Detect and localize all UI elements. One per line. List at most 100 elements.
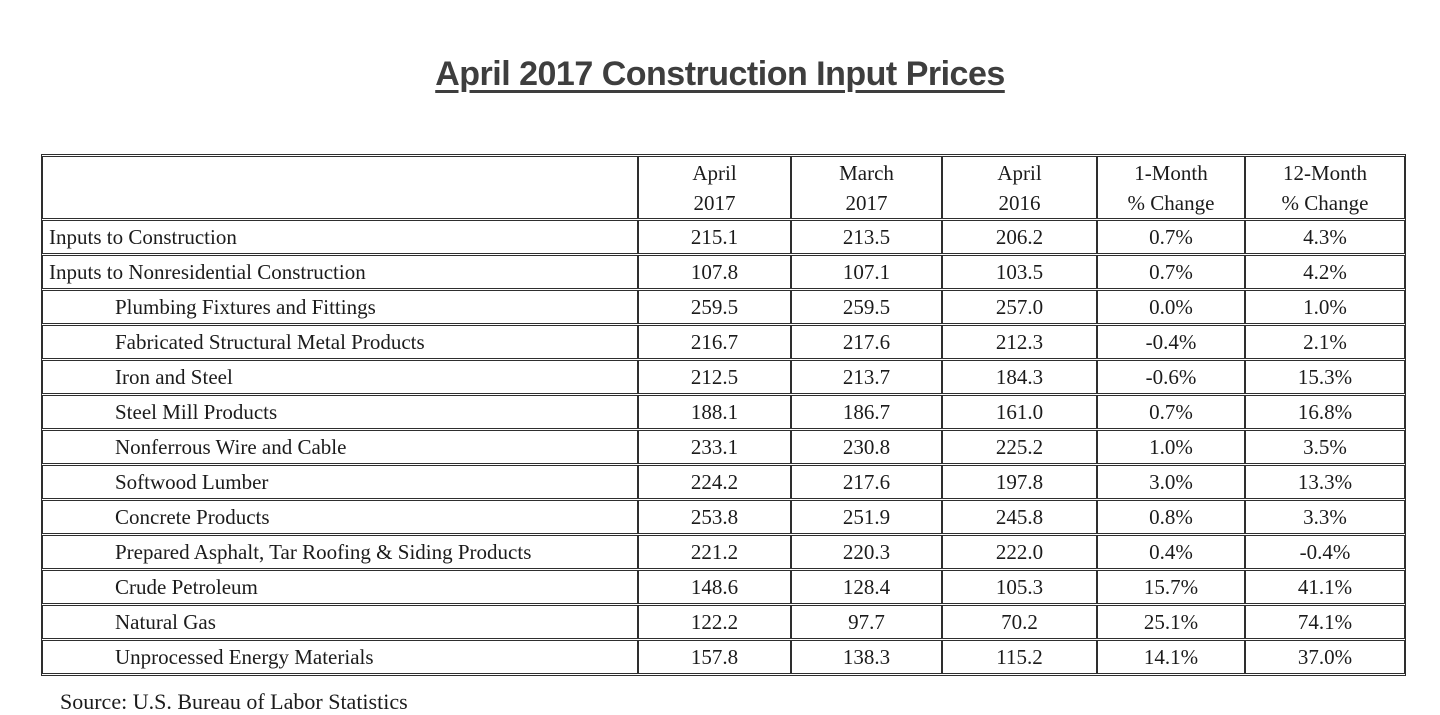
value-cell: 222.0 (942, 535, 1097, 569)
header-line: 2017 (693, 190, 736, 215)
value-cell: 3.0% (1097, 465, 1245, 499)
table-row: Steel Mill Products 188.1 186.7 161.0 0.7% 16… (42, 395, 1405, 429)
table-row: Plumbing Fixtures and Fittings 259.5 259.5… (42, 290, 1405, 324)
row-label: Prepared Asphalt, Tar Roofing & Siding P… (42, 535, 638, 569)
row-label: Steel Mill Products (42, 395, 638, 429)
row-label: Nonferrous Wire and Cable (42, 430, 638, 464)
value-cell: 206.2 (942, 220, 1097, 254)
value-cell: 25.1% (1097, 605, 1245, 639)
value-cell: 15.7% (1097, 570, 1245, 604)
column-header-march-2017: March 2017 (791, 156, 942, 219)
header-row: April 2017 March 2017 April 2016 1-Month… (42, 156, 1405, 219)
value-cell: 2.1% (1245, 325, 1405, 359)
row-label: Plumbing Fixtures and Fittings (42, 290, 638, 324)
table-row: Unprocessed Energy Materials 157.8 138.3 11… (42, 640, 1405, 674)
value-cell: 13.3% (1245, 465, 1405, 499)
row-label: Fabricated Structural Metal Products (42, 325, 638, 359)
row-label: Inputs to Construction (42, 220, 638, 254)
table-row: Inputs to Construction 215.1 213.5 206.2 0.7… (42, 220, 1405, 254)
column-header-april-2017: April 2017 (638, 156, 791, 219)
value-cell: 212.3 (942, 325, 1097, 359)
column-header-blank (42, 156, 638, 219)
page-title: April 2017 Construction Input Prices (435, 55, 1005, 93)
row-label: Inputs to Nonresidential Construction (42, 255, 638, 289)
value-cell: 3.3% (1245, 500, 1405, 534)
table-row: Concrete Products 253.8 251.9 245.8 0.8% 3.3% (42, 500, 1405, 534)
header-line: April (997, 160, 1042, 185)
table-row: Natural Gas 122.2 97.7 70.2 25.1% 74.1% (42, 605, 1405, 639)
value-cell: -0.4% (1097, 325, 1245, 359)
value-cell: 0.7% (1097, 220, 1245, 254)
value-cell: 41.1% (1245, 570, 1405, 604)
value-cell: 14.1% (1097, 640, 1245, 674)
column-header-12-month-change: 12-Month % Change (1245, 156, 1405, 219)
value-cell: 161.0 (942, 395, 1097, 429)
value-cell: 220.3 (791, 535, 942, 569)
value-cell: 0.0% (1097, 290, 1245, 324)
value-cell: 122.2 (638, 605, 791, 639)
table-row: Fabricated Structural Metal Products 216.… (42, 325, 1405, 359)
value-cell: -0.4% (1245, 535, 1405, 569)
value-cell: 103.5 (942, 255, 1097, 289)
header-line: 1-Month (1134, 160, 1208, 185)
value-cell: 253.8 (638, 500, 791, 534)
value-cell: 4.3% (1245, 220, 1405, 254)
value-cell: 230.8 (791, 430, 942, 464)
value-cell: 225.2 (942, 430, 1097, 464)
value-cell: 1.0% (1245, 290, 1405, 324)
construction-input-prices-table: April 2017 March 2017 April 2016 1-Month… (41, 154, 1406, 676)
value-cell: 212.5 (638, 360, 791, 394)
source-note: Source: U.S. Bureau of Labor Statistics (60, 689, 408, 714)
value-cell: 138.3 (791, 640, 942, 674)
header-line: 2017 (845, 190, 888, 215)
row-label: Natural Gas (42, 605, 638, 639)
table-row: Crude Petroleum 148.6 128.4 105.3 15.7% 41.1% (42, 570, 1405, 604)
value-cell: 215.1 (638, 220, 791, 254)
header-line: 2016 (998, 190, 1041, 215)
value-cell: 213.5 (791, 220, 942, 254)
table-row: Prepared Asphalt, Tar Roofing & Siding P… (42, 535, 1405, 569)
value-cell: 259.5 (791, 290, 942, 324)
table-row: Iron and Steel 212.5 213.7 184.3 -0.6% 15.3% (42, 360, 1405, 394)
table-row: Nonferrous Wire and Cable 233.1 230.8 225.2… (42, 430, 1405, 464)
table-row: Inputs to Nonresidential Construction 107… (42, 255, 1405, 289)
value-cell: 107.1 (791, 255, 942, 289)
value-cell: 97.7 (791, 605, 942, 639)
value-cell: 213.7 (791, 360, 942, 394)
value-cell: 3.5% (1245, 430, 1405, 464)
header-line: % Change (1281, 190, 1369, 215)
row-label: Concrete Products (42, 500, 638, 534)
value-cell: 15.3% (1245, 360, 1405, 394)
value-cell: 259.5 (638, 290, 791, 324)
value-cell: 4.2% (1245, 255, 1405, 289)
value-cell: 105.3 (942, 570, 1097, 604)
value-cell: 184.3 (942, 360, 1097, 394)
header-line: 12-Month (1283, 160, 1367, 185)
value-cell: 107.8 (638, 255, 791, 289)
table-header: April 2017 March 2017 April 2016 1-Month… (42, 156, 1405, 219)
value-cell: 37.0% (1245, 640, 1405, 674)
row-label: Softwood Lumber (42, 465, 638, 499)
value-cell: 0.8% (1097, 500, 1245, 534)
value-cell: 16.8% (1245, 395, 1405, 429)
value-cell: 217.6 (791, 465, 942, 499)
value-cell: 0.7% (1097, 395, 1245, 429)
value-cell: 1.0% (1097, 430, 1245, 464)
column-header-april-2016: April 2016 (942, 156, 1097, 219)
value-cell: 0.4% (1097, 535, 1245, 569)
value-cell: 128.4 (791, 570, 942, 604)
value-cell: 186.7 (791, 395, 942, 429)
value-cell: 0.7% (1097, 255, 1245, 289)
header-line: April (692, 160, 737, 185)
value-cell: 233.1 (638, 430, 791, 464)
value-cell: 74.1% (1245, 605, 1405, 639)
value-cell: 257.0 (942, 290, 1097, 324)
value-cell: 216.7 (638, 325, 791, 359)
value-cell: 188.1 (638, 395, 791, 429)
value-cell: -0.6% (1097, 360, 1245, 394)
value-cell: 217.6 (791, 325, 942, 359)
value-cell: 148.6 (638, 570, 791, 604)
value-cell: 245.8 (942, 500, 1097, 534)
value-cell: 251.9 (791, 500, 942, 534)
